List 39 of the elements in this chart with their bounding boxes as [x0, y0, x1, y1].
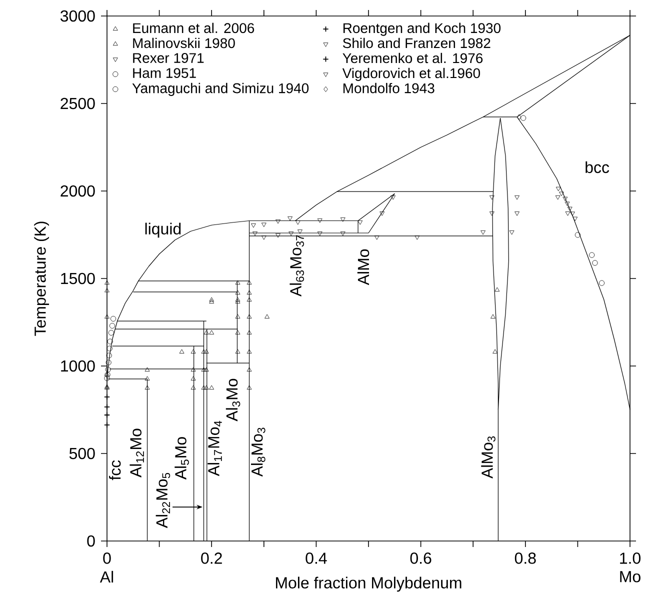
annotation: AlMo — [357, 249, 370, 286]
y-tick-label: 2500 — [60, 98, 95, 110]
annotation: Al$_{17}$Mo$_{4}$ — [208, 420, 222, 476]
legend-label: Roentgen and Koch 1930 — [343, 22, 501, 36]
y-tick-label: 1000 — [61, 360, 95, 372]
x-tick-label: 1.0 — [620, 552, 641, 564]
legend-label: Eumann et al. 2006 — [133, 22, 254, 34]
y-tick-label: 3000 — [60, 10, 95, 22]
annotation: Al$_{8}$Mo$_{3}$ — [251, 428, 266, 477]
y-tick-label: 1500 — [61, 272, 95, 284]
legend-label: Yeremenko et al. 1976 — [342, 52, 483, 64]
annotation: Al$_{3}$Mo — [226, 378, 240, 422]
annotation: AlMo$_{3}$ — [481, 436, 496, 479]
annotation: bcc — [586, 161, 610, 174]
legend-label: Yamaguchi and Simizu 1940 — [132, 82, 309, 96]
x-axis-title: Mole fraction Molybdenum — [276, 576, 462, 592]
annotation: Al$_{63}$Mo$_{37}$ — [290, 235, 304, 297]
text: Mo — [620, 571, 640, 582]
legend-label: Vigdorovich et al.1960 — [342, 68, 480, 81]
x-tick-label: 0.6 — [410, 552, 432, 564]
legend-label: Mondolfo 1943 — [343, 82, 434, 94]
annotation: Al$_{22}$Mo$_{5}$ — [156, 472, 170, 528]
text: Al — [100, 570, 114, 582]
legend-label: Rexer 1971 — [133, 53, 204, 63]
x-tick-label: 0.2 — [201, 552, 222, 564]
legend-label: Ham 1951 — [133, 68, 196, 78]
annotation: Al$_{12}$Mo — [130, 428, 144, 478]
annotation: fcc — [108, 460, 121, 480]
legend-label: Shilo and Franzen 1982 — [342, 38, 490, 48]
x-tick-label: 0 — [103, 552, 111, 564]
y-tick-label: 500 — [69, 448, 95, 460]
y-axis-title: Temperature (K) — [34, 222, 50, 336]
y-tick-label: 0 — [87, 535, 95, 547]
x-tick-label: 0.8 — [514, 552, 536, 564]
y-tick-label: 2000 — [60, 185, 95, 197]
legend-label: Malinovskii 1980 — [133, 38, 235, 48]
x-tick-label: 0.4 — [306, 552, 327, 564]
annotation: Al$_{5}$Mo — [174, 437, 189, 480]
annotation: liquid — [145, 222, 181, 238]
